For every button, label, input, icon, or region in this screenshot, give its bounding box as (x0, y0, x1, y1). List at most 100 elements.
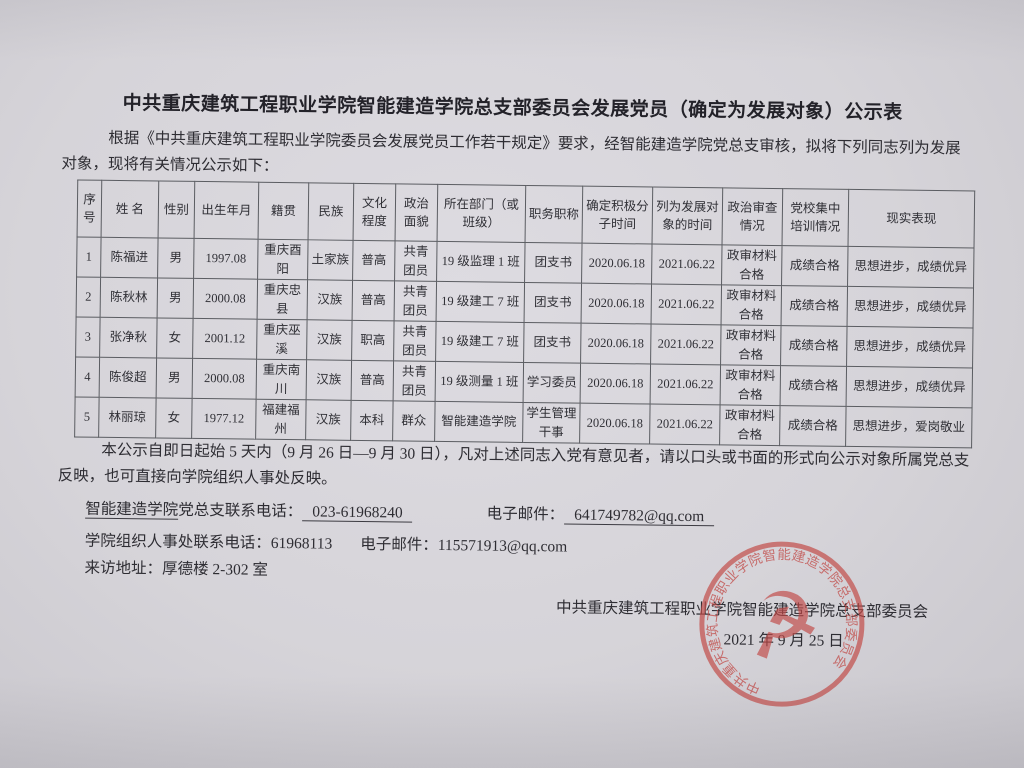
table-cell: 1 (76, 236, 102, 278)
table-cell: 思想进步，成绩优异 (846, 326, 974, 368)
table-cell: 男 (157, 237, 195, 279)
table-cell: 团支书 (524, 242, 583, 284)
table-cell: 职高 (351, 320, 395, 361)
column-header: 党校集中培训情况 (782, 188, 849, 247)
table-cell: 本科 (350, 400, 394, 441)
table-cell: 19 级监理 1 班 (436, 241, 526, 283)
table-cell: 学生管理干事 (522, 402, 581, 444)
table-cell: 群众 (392, 400, 436, 442)
table-cell: 汉族 (306, 359, 352, 401)
table-cell: 重庆忠县 (257, 279, 308, 320)
contact-branch-email: 641749782@qq.com (564, 506, 715, 527)
column-header: 性别 (158, 180, 195, 239)
table-cell: 2021.06.22 (650, 364, 721, 405)
table-cell: 1977.12 (191, 398, 257, 440)
table-cell: 思想进步，成绩优异 (846, 366, 973, 408)
table-cell: 政审材料合格 (720, 364, 781, 406)
table-cell: 5 (74, 396, 100, 438)
table-cell: 思想进步，成绩优异 (847, 286, 974, 328)
table-cell: 政审材料合格 (720, 324, 782, 366)
column-header: 职务职称 (525, 185, 583, 244)
table-cell: 男 (156, 357, 193, 399)
table-cell: 智能建造学院 (434, 401, 524, 443)
table-cell: 女 (155, 397, 193, 439)
table-cell: 共青团员 (394, 240, 438, 282)
table-cell: 福建福州 (255, 399, 307, 440)
seal-ring (699, 541, 865, 707)
intro-paragraph: 根据《中共重庆建筑工程职业学院委员会发展党员工作若干规定》要求，经智能建造学院党… (61, 129, 961, 175)
table-cell: 重庆酉阳 (257, 239, 309, 280)
table-cell: 2021.06.22 (651, 244, 723, 285)
table-cell: 普高 (352, 280, 395, 321)
contact-hr-email: 电子邮件：115571913@qq.com (360, 535, 568, 556)
table-cell: 思想进步，爱岗敬业 (845, 406, 973, 448)
contact-line-branch: 智能建造学院党总支联系电话： 023-61968240 电子邮件： 641749782… (85, 497, 715, 527)
table-cell: 团支书 (524, 282, 582, 324)
table-cell: 汉族 (305, 399, 352, 441)
table-cell: 2021.06.22 (649, 403, 721, 445)
column-header: 序号 (77, 179, 102, 238)
table-cell: 2021.06.22 (651, 284, 722, 325)
table-cell: 团支书 (523, 322, 582, 364)
table-cell: 2000.08 (193, 278, 258, 320)
table-cell: 共青团员 (393, 360, 436, 402)
table-cell: 2020.06.18 (581, 283, 652, 325)
column-header: 政治审查情况 (722, 187, 783, 246)
table-cell: 2 (76, 276, 101, 318)
column-header: 所在部门（或班级） (437, 184, 526, 243)
table-cell: 4 (75, 356, 100, 398)
contact-hr-phone: 学院组织人事处联系电话：61968113 (84, 532, 333, 553)
roster-table: 序号姓 名性别 出生年月 籍贯 民族 文化程度 政治面貌 所在部门（或班级） 职务职称 确定积极… (74, 179, 975, 448)
column-header: 籍贯 (258, 182, 309, 240)
contact-branch-email-label: 电子邮件： (486, 505, 565, 524)
table-cell: 2020.06.18 (580, 363, 651, 404)
table-cell: 政审材料合格 (719, 404, 781, 446)
table-cell: 19 级测量 1 班 (435, 361, 524, 403)
column-header: 政治面貌 (395, 183, 438, 242)
contact-branch-name: 智能建造学院 (85, 500, 179, 520)
contact-line-address: 来访地址：厚德楼 2-302 室 (84, 556, 268, 580)
table-cell: 成绩合格 (781, 285, 848, 327)
table-cell: 1997.08 (193, 238, 259, 280)
table-cell: 林丽琼 (98, 397, 157, 438)
column-header: 文化程度 (353, 183, 396, 241)
table-cell: 汉族 (307, 279, 353, 321)
table-cell: 2001.12 (192, 318, 258, 360)
table-cell: 重庆南川 (256, 359, 307, 400)
table-cell: 陈秋林 (100, 277, 158, 318)
table-cell: 普高 (351, 360, 394, 401)
contact-branch-label: 党总支联系电话： (178, 501, 303, 521)
table-cell: 2020.06.18 (581, 243, 653, 285)
column-header: 现实表现 (848, 189, 975, 248)
table-cell: 19 级建工 7 班 (436, 281, 525, 323)
table-cell: 3 (75, 316, 101, 358)
table-cell: 共青团员 (394, 280, 437, 322)
table-cell: 土家族 (307, 239, 354, 281)
table-cell: 成绩合格 (780, 365, 847, 407)
table-cell: 学习委员 (523, 362, 581, 404)
page-title: 中共重庆建筑工程职业学院智能建造学院总支部委员会发展党员（确定为发展对象）公示表 (122, 93, 903, 124)
contact-branch-phone: 023-61968240 (302, 503, 413, 523)
column-header: 民族 (308, 182, 354, 241)
notice-paragraph: 本公示自即日起始 5 天内（9 月 26 日—9 月 30 日），凡对上述同志入… (57, 441, 970, 488)
table-cell: 成绩合格 (781, 245, 849, 287)
table-cell: 19 级建工 7 班 (435, 321, 525, 363)
visit-address: 来访地址：厚德楼 2-302 室 (84, 559, 269, 579)
table-cell: 重庆巫溪 (256, 319, 308, 360)
column-header: 出生年月 (194, 181, 259, 240)
table-cell: 陈俊超 (99, 357, 157, 398)
table-cell: 政审材料合格 (721, 244, 783, 286)
table-cell: 政审材料合格 (721, 284, 782, 326)
table-cell: 思想进步，成绩优异 (847, 246, 975, 288)
table-cell: 成绩合格 (780, 325, 848, 367)
table-cell: 汉族 (306, 319, 353, 361)
hammer-sickle-emblem-icon: ☭ (733, 568, 831, 683)
column-header: 姓 名 (101, 180, 159, 238)
table-cell: 陈福进 (100, 237, 159, 278)
table-cell: 2020.06.18 (579, 403, 651, 444)
table-cell: 男 (157, 277, 194, 319)
table-cell: 2000.08 (192, 358, 257, 400)
table-cell: 2021.06.22 (650, 324, 722, 365)
